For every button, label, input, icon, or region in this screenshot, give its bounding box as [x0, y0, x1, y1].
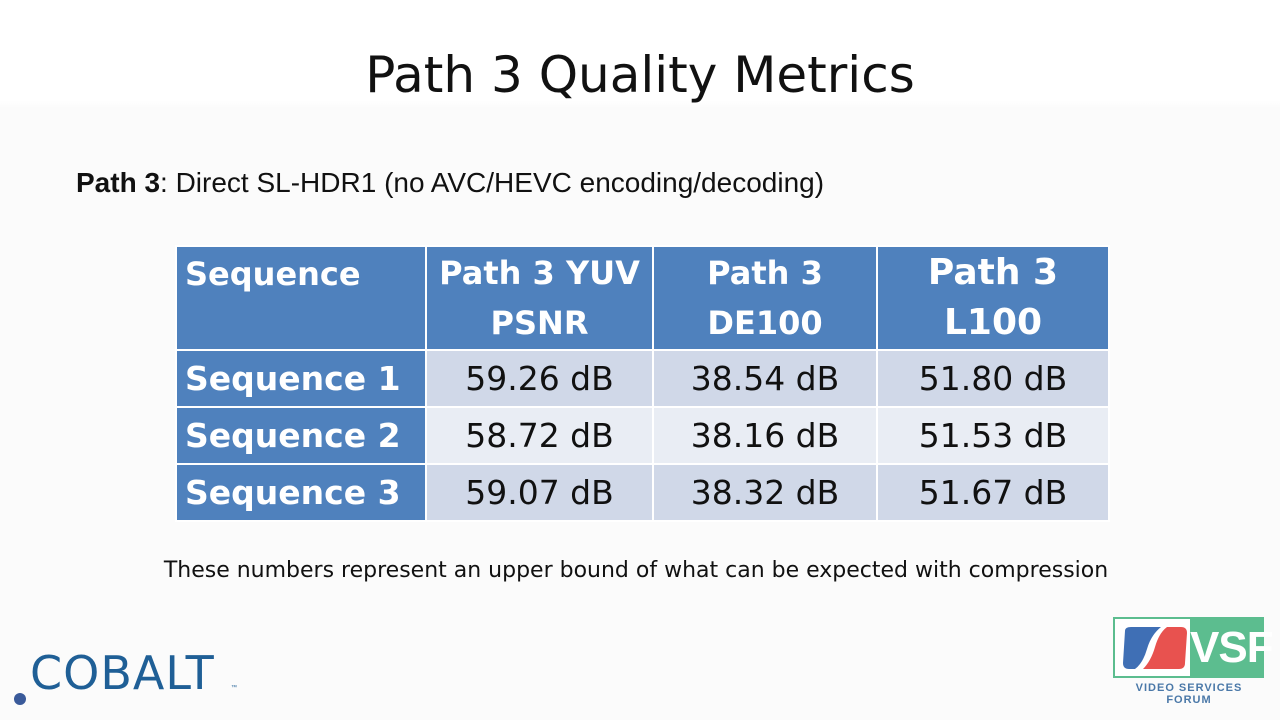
- vsf-screen-icon: [1123, 627, 1187, 669]
- row-sequence: Sequence 2: [175, 406, 427, 465]
- vsf-logo: VSF: [1113, 617, 1274, 678]
- header-l100: Path 3 L100: [876, 245, 1110, 351]
- table-row: Sequence 3 59.07 dB 38.32 dB 51.67 dB: [175, 463, 1110, 522]
- cell-l100: 51.80 dB: [876, 349, 1110, 408]
- cell-de100: 38.54 dB: [652, 349, 878, 408]
- cell-psnr: 58.72 dB: [425, 406, 654, 465]
- cell-psnr: 59.07 dB: [425, 463, 654, 522]
- row-sequence: Sequence 1: [175, 349, 427, 408]
- row-sequence: Sequence 3: [175, 463, 427, 522]
- subtitle-text: : Direct SL-HDR1 (no AVC/HEVC encoding/d…: [160, 167, 825, 198]
- slide-title: Path 3 Quality Metrics: [365, 46, 915, 104]
- table-row: Sequence 2 58.72 dB 38.16 dB 51.53 dB: [175, 406, 1110, 465]
- vsf-caption: VIDEO SERVICES FORUM: [1135, 682, 1243, 706]
- cobalt-logo: COBALT: [30, 646, 215, 700]
- subtitle-label: Path 3: [76, 167, 161, 198]
- cobalt-trademark: ™: [231, 685, 237, 691]
- header-psnr: Path 3 YUV PSNR: [425, 245, 654, 351]
- cell-l100: 51.67 dB: [876, 463, 1110, 522]
- footnote: These numbers represent an upper bound o…: [163, 558, 1109, 583]
- cell-psnr: 59.26 dB: [425, 349, 654, 408]
- cell-l100: 51.53 dB: [876, 406, 1110, 465]
- table-row: Sequence 1 59.26 dB 38.54 dB 51.80 dB: [175, 349, 1110, 408]
- header-sequence: Sequence: [175, 245, 427, 351]
- cell-de100: 38.32 dB: [652, 463, 878, 522]
- vsf-mark: VSF: [1190, 619, 1274, 676]
- table-header-row: Sequence Path 3 YUV PSNR Path 3 DE100 Path…: [175, 245, 1110, 351]
- metrics-table: Sequence Path 3 YUV PSNR Path 3 DE100 Path…: [175, 245, 1110, 522]
- slide-subtitle: Path 3: Direct SL-HDR1 (no AVC/HEVC enco…: [76, 164, 824, 202]
- cobalt-dot-icon: [14, 693, 26, 705]
- header-de100: Path 3 DE100: [652, 245, 878, 351]
- cell-de100: 38.16 dB: [652, 406, 878, 465]
